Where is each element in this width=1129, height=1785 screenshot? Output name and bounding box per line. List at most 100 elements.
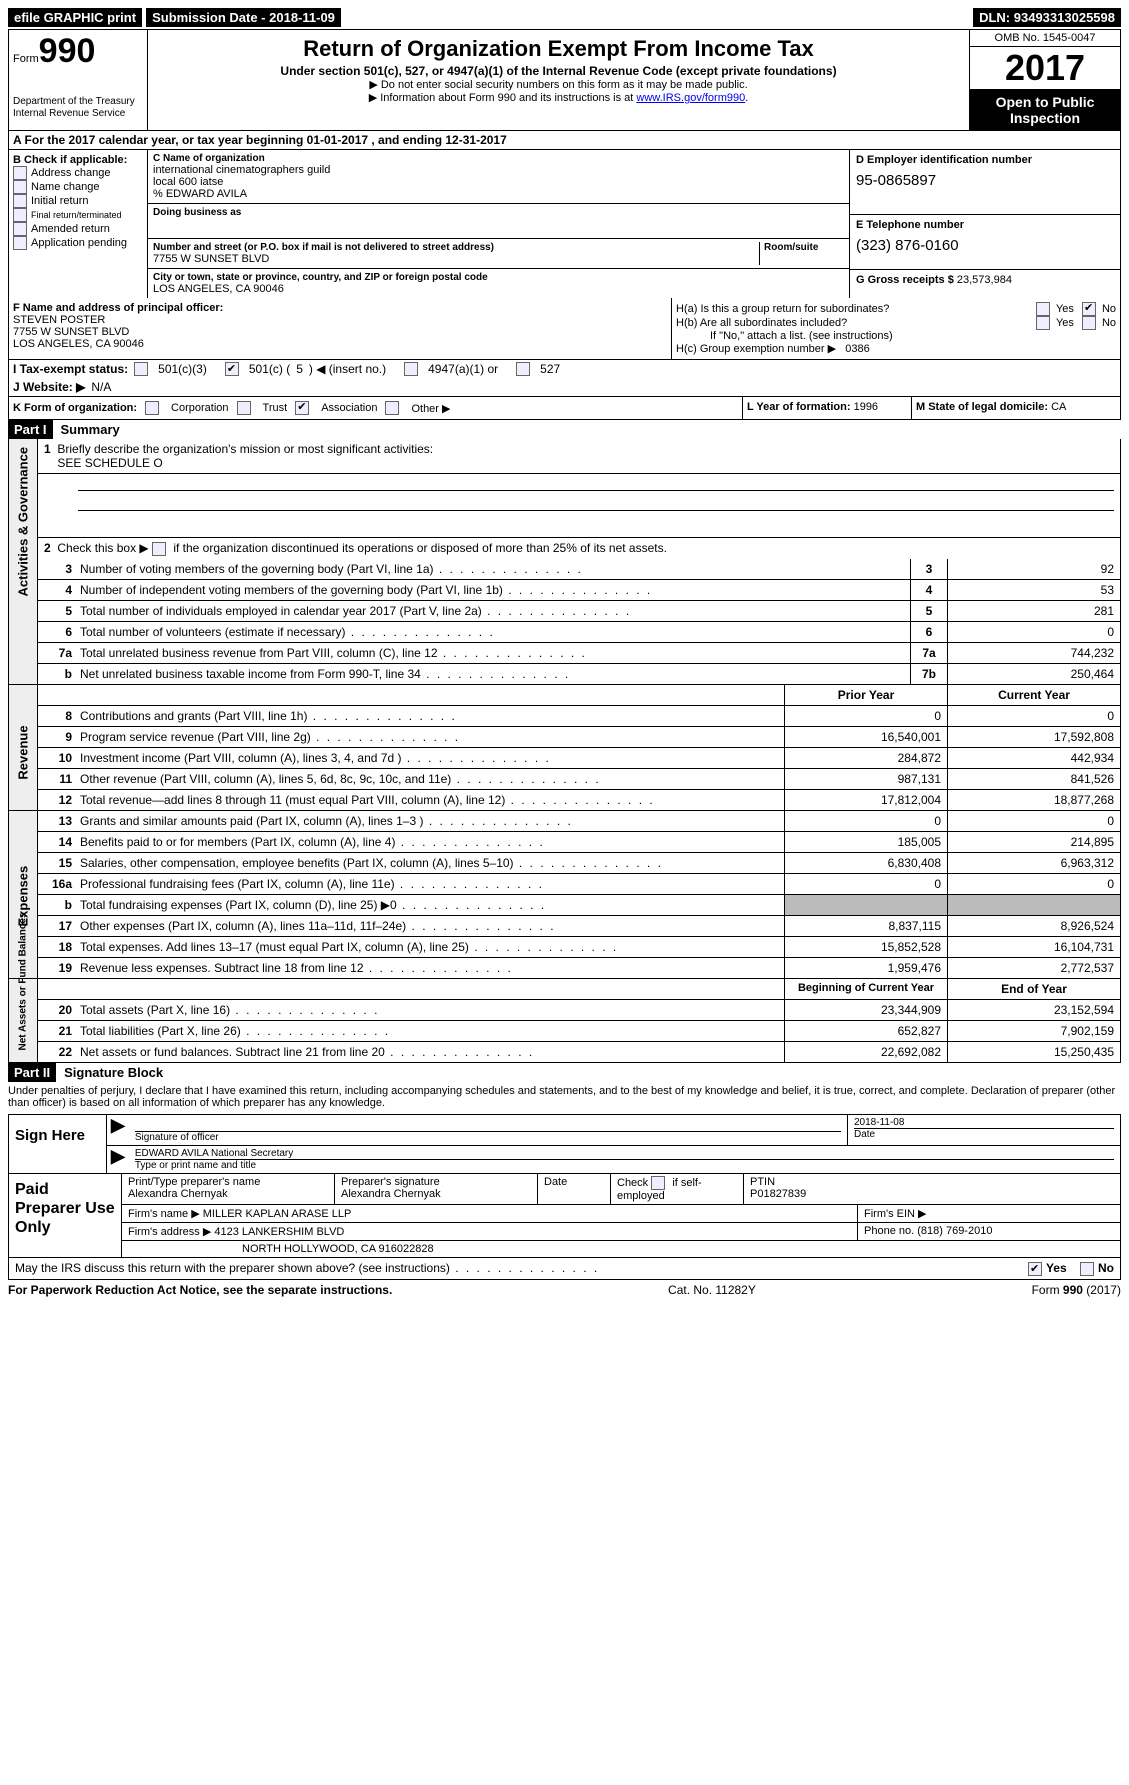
cb-527[interactable] <box>516 362 530 376</box>
cb-ha-no[interactable] <box>1082 302 1096 316</box>
cb-4947[interactable] <box>404 362 418 376</box>
firm-name: MILLER KAPLAN ARASE LLP <box>203 1208 352 1220</box>
footer-left: For Paperwork Reduction Act Notice, see … <box>8 1283 392 1297</box>
phone-value: (323) 876-0160 <box>856 231 1114 254</box>
page-footer: For Paperwork Reduction Act Notice, see … <box>8 1280 1121 1300</box>
cb-final-return[interactable] <box>13 208 27 222</box>
cb-address-change[interactable] <box>13 166 27 180</box>
cb-discuss-no[interactable] <box>1080 1262 1094 1276</box>
note-ssn: ▶ Do not enter social security numbers o… <box>152 78 965 91</box>
cb-discontinued[interactable] <box>152 542 166 556</box>
governance-section: Activities & Governance 1 Briefly descri… <box>8 439 1121 685</box>
h-note: If "No," attach a list. (see instruction… <box>676 330 1116 342</box>
cb-501c3[interactable] <box>134 362 148 376</box>
firm-phone: (818) 769-2010 <box>917 1225 992 1237</box>
table-row: 7aTotal unrelated business revenue from … <box>38 643 1120 664</box>
perjury-declaration: Under penalties of perjury, I declare th… <box>8 1082 1121 1112</box>
cb-name-change[interactable] <box>13 180 27 194</box>
hc-value: 0386 <box>845 343 869 355</box>
col-begin: Beginning of Current Year <box>784 979 947 999</box>
irs-link[interactable]: www.IRS.gov/form990 <box>636 92 745 104</box>
table-row: 14Benefits paid to or for members (Part … <box>38 832 1120 853</box>
part1-hdr: Part I <box>8 420 53 439</box>
vlabel-rev: Revenue <box>16 724 31 780</box>
open-inspection: Open to Public Inspection <box>970 90 1120 130</box>
gross-receipts: 23,573,984 <box>957 274 1012 286</box>
dept-irs: Internal Revenue Service <box>13 108 143 120</box>
dept-treasury: Department of the Treasury <box>13 96 143 108</box>
ptin: P01827839 <box>750 1188 1114 1200</box>
officer-name: STEVEN POSTER <box>13 314 667 326</box>
cb-501c[interactable] <box>225 362 239 376</box>
col-end: End of Year <box>947 979 1120 999</box>
cb-trust[interactable] <box>237 401 251 415</box>
sign-here-label: Sign Here <box>9 1115 107 1173</box>
efile-label: efile GRAPHIC print <box>8 8 142 27</box>
ein-value: 95-0865897 <box>856 166 1114 189</box>
table-row: bNet unrelated business taxable income f… <box>38 664 1120 684</box>
submission-block: Submission Date - 2018-11-09 <box>146 8 341 27</box>
table-row: 5Total number of individuals employed in… <box>38 601 1120 622</box>
room-label: Room/suite <box>764 242 844 253</box>
table-row: 20Total assets (Part X, line 16)23,344,9… <box>38 1000 1120 1021</box>
c-name-label: C Name of organization <box>153 153 844 164</box>
footer-cat: Cat. No. 11282Y <box>668 1283 756 1297</box>
form-header: Form990 Department of the Treasury Inter… <box>8 29 1121 131</box>
preparer-sig: Alexandra Chernyak <box>341 1188 531 1200</box>
ha-label: H(a) Is this a group return for subordin… <box>676 303 1036 315</box>
sig-date: 2018-11-08 <box>854 1117 1114 1129</box>
part1-title: Summary <box>53 420 128 439</box>
footer-right: Form 990 (2017) <box>1032 1283 1121 1297</box>
row-klm: K Form of organization: Corporation Trus… <box>8 397 1121 420</box>
print-name-label: Type or print name and title <box>135 1160 1114 1171</box>
officer-addr: 7755 W SUNSET BLVD <box>13 326 667 338</box>
netassets-section: Net Assets or Fund Balances Beginning of… <box>8 979 1121 1063</box>
cb-self-employed[interactable] <box>651 1176 665 1190</box>
table-row: 10Investment income (Part VIII, column (… <box>38 748 1120 769</box>
date-label: Date <box>854 1129 1114 1140</box>
d-label: D Employer identification number <box>856 154 1114 166</box>
paid-preparer-label: Paid Preparer Use Only <box>9 1174 122 1257</box>
hb-label: H(b) Are all subordinates included? <box>676 317 1036 329</box>
cb-hb-yes[interactable] <box>1036 316 1050 330</box>
org-city: LOS ANGELES, CA 90046 <box>153 283 844 295</box>
dba-label: Doing business as <box>153 207 844 218</box>
table-row: 18Total expenses. Add lines 13–17 (must … <box>38 937 1120 958</box>
table-row: 9Program service revenue (Part VIII, lin… <box>38 727 1120 748</box>
omb-number: OMB No. 1545-0047 <box>970 30 1120 47</box>
mission-text: SEE SCHEDULE O <box>57 456 162 470</box>
expenses-section: Expenses 13Grants and similar amounts pa… <box>8 811 1121 979</box>
arrow-icon: ▶ <box>107 1146 129 1173</box>
state-domicile: CA <box>1051 401 1066 413</box>
table-row: 11Other revenue (Part VIII, column (A), … <box>38 769 1120 790</box>
cb-discuss-yes[interactable] <box>1028 1262 1042 1276</box>
city-label: City or town, state or province, country… <box>153 272 844 283</box>
col-prior: Prior Year <box>784 685 947 705</box>
dln-block: DLN: 93493313025598 <box>973 8 1121 27</box>
table-row: 4Number of independent voting members of… <box>38 580 1120 601</box>
cb-initial-return[interactable] <box>13 194 27 208</box>
table-row: 6Total number of volunteers (estimate if… <box>38 622 1120 643</box>
col-current: Current Year <box>947 685 1120 705</box>
sig-officer-label: Signature of officer <box>135 1132 841 1143</box>
g-label: G Gross receipts $ <box>856 274 954 286</box>
website-value: N/A <box>91 380 111 394</box>
table-row: 22Net assets or fund balances. Subtract … <box>38 1042 1120 1062</box>
form-title: Return of Organization Exempt From Incom… <box>152 36 965 62</box>
cb-assoc[interactable] <box>295 401 309 415</box>
revenue-section: Revenue Prior Year Current Year 8Contrib… <box>8 685 1121 811</box>
arrow-icon: ▶ <box>107 1115 129 1145</box>
cb-ha-yes[interactable] <box>1036 302 1050 316</box>
org-name-1: international cinematographers guild <box>153 164 844 176</box>
cb-corp[interactable] <box>145 401 159 415</box>
cb-hb-no[interactable] <box>1082 316 1096 330</box>
cb-other[interactable] <box>385 401 399 415</box>
table-row: 8Contributions and grants (Part VIII, li… <box>38 706 1120 727</box>
org-address: 7755 W SUNSET BLVD <box>153 253 755 265</box>
cb-application-pending[interactable] <box>13 236 27 250</box>
cb-amended[interactable] <box>13 222 27 236</box>
officer-print-name: EDWARD AVILA National Secretary <box>135 1148 1114 1160</box>
officer-city: LOS ANGELES, CA 90046 <box>13 338 667 350</box>
mission-lines <box>38 474 1120 538</box>
firm-addr1: 4123 LANKERSHIM BLVD <box>214 1226 344 1238</box>
